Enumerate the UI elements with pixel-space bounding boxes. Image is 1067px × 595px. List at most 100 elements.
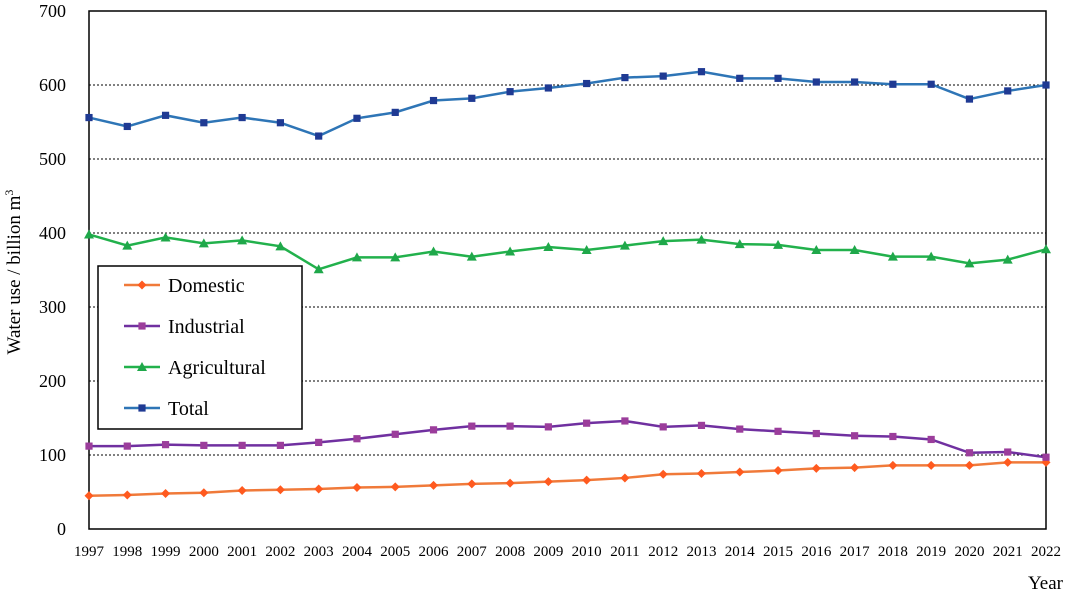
- data-point-total-2021: [1004, 87, 1012, 95]
- x-axis-title: Year: [1028, 573, 1064, 594]
- data-point-total-2019: [927, 80, 935, 88]
- data-point-domestic-2002: [275, 485, 285, 495]
- data-point-total-2014: [736, 74, 744, 82]
- x-tick-label-2019: 2019: [916, 544, 946, 560]
- data-point-industrial-2008: [506, 422, 514, 430]
- y-tick-label-400: 400: [39, 223, 66, 243]
- data-point-agricultural-2016: [811, 245, 822, 255]
- data-point-total-1997: [85, 113, 93, 122]
- data-point-total-2016: [812, 78, 820, 86]
- x-tick-label-2005: 2005: [380, 544, 410, 560]
- data-point-total-2012: [659, 72, 667, 80]
- data-point-industrial-2004: [353, 435, 361, 443]
- legend-label-domestic: Domestic: [168, 275, 245, 297]
- x-tick-label-2007: 2007: [457, 544, 488, 560]
- data-point-industrial-2012: [659, 423, 667, 431]
- legend-swatch-marker-agricultural: [137, 362, 147, 371]
- data-point-agricultural-2009: [543, 242, 554, 252]
- data-point-total-2002: [276, 119, 284, 127]
- y-axis-title: Water use / billion m3: [2, 190, 25, 355]
- data-point-agricultural-2007: [466, 251, 477, 261]
- data-point-total-2010: [583, 79, 591, 88]
- x-tick-label-2020: 2020: [954, 544, 984, 560]
- legend-item-industrial: Industrial: [124, 316, 245, 338]
- x-tick-label-1999: 1999: [151, 544, 181, 560]
- data-point-industrial-2014: [736, 425, 744, 433]
- data-point-agricultural-2003: [313, 264, 324, 274]
- data-point-industrial-2020: [965, 449, 974, 457]
- y-axis-ticks: 0 100 200 300 400 500 600 700: [39, 1, 66, 539]
- data-point-industrial-2022: [1042, 453, 1050, 461]
- data-point-industrial-2019: [927, 435, 935, 444]
- data-point-total-2018: [889, 80, 897, 88]
- data-point-industrial-2006: [429, 426, 438, 434]
- plot-frame: [88, 10, 1047, 530]
- data-point-total-2003: [315, 132, 323, 140]
- data-point-industrial-2021: [1004, 448, 1012, 456]
- data-point-domestic-2000: [199, 488, 209, 498]
- data-point-industrial-1998: [123, 442, 131, 450]
- data-point-domestic-2001: [237, 486, 247, 496]
- series-layer: [84, 68, 1051, 501]
- data-point-agricultural-2011: [619, 240, 630, 250]
- series-line-agricultural: [88, 233, 1047, 271]
- x-tick-label-2013: 2013: [686, 544, 716, 560]
- x-tick-label-2022: 2022: [1031, 544, 1061, 560]
- data-point-domestic-2011: [620, 473, 630, 483]
- data-point-agricultural-2010: [581, 245, 592, 255]
- legend-item-total: Total: [124, 398, 209, 420]
- x-tick-label-2002: 2002: [265, 544, 295, 560]
- data-point-total-2015: [774, 74, 782, 82]
- data-point-domestic-2005: [390, 482, 400, 492]
- legend-item-domestic: Domestic: [124, 275, 245, 297]
- data-point-industrial-1997: [85, 442, 93, 450]
- y-axis-title-superscript: 3: [2, 190, 16, 196]
- x-tick-label-2001: 2001: [227, 544, 257, 560]
- data-point-agricultural-2017: [849, 245, 860, 255]
- y-axis-title-text: Water use / billion m: [4, 195, 25, 354]
- data-point-agricultural-2008: [505, 246, 516, 256]
- data-point-domestic-2007: [467, 479, 477, 489]
- data-point-domestic-2003: [314, 484, 324, 494]
- data-point-industrial-2013: [697, 421, 706, 429]
- legend-swatch-marker-industrial: [138, 322, 146, 330]
- data-point-total-2020: [965, 95, 974, 103]
- data-point-agricultural-2006: [428, 246, 439, 256]
- data-point-industrial-2000: [200, 441, 208, 449]
- x-tick-label-2003: 2003: [304, 544, 334, 560]
- series-agricultural: [84, 229, 1051, 274]
- data-point-agricultural-2022: [1041, 244, 1051, 254]
- y-tick-label-100: 100: [39, 445, 66, 465]
- data-point-industrial-2002: [276, 441, 284, 449]
- data-point-domestic-2012: [658, 469, 668, 479]
- y-tick-label-600: 600: [39, 75, 66, 95]
- data-point-total-2008: [506, 88, 514, 96]
- x-tick-label-2015: 2015: [763, 544, 793, 560]
- data-point-total-2022: [1042, 81, 1050, 89]
- data-point-total-2007: [468, 94, 476, 102]
- data-point-agricultural-2005: [390, 252, 401, 262]
- x-tick-label-1997: 1997: [74, 544, 105, 560]
- data-point-domestic-2020: [964, 460, 974, 470]
- data-point-agricultural-2018: [887, 251, 898, 261]
- data-point-domestic-2009: [543, 477, 553, 487]
- x-axis-ticks: 1997 1998 1999 2000 2001 2002 2003 2004 2005 2006…: [74, 544, 1061, 560]
- legend-item-agricultural: Agricultural: [124, 357, 266, 379]
- x-tick-label-2004: 2004: [342, 544, 373, 560]
- x-tick-label-1998: 1998: [112, 544, 142, 560]
- data-point-total-2017: [851, 78, 859, 86]
- data-point-domestic-2015: [773, 466, 783, 476]
- y-tick-label-700: 700: [39, 1, 66, 21]
- legend-label-total: Total: [168, 398, 209, 420]
- y-tick-label-300: 300: [39, 297, 66, 317]
- data-point-industrial-2015: [774, 427, 782, 435]
- data-point-agricultural-2004: [351, 252, 362, 262]
- data-point-agricultural-1999: [160, 232, 171, 242]
- y-tick-label-500: 500: [39, 149, 66, 169]
- data-point-domestic-2010: [582, 475, 592, 485]
- series-line-industrial: [89, 419, 1047, 459]
- data-point-agricultural-1997: [84, 229, 94, 239]
- data-point-domestic-2013: [696, 469, 706, 478]
- data-point-total-1999: [161, 111, 170, 119]
